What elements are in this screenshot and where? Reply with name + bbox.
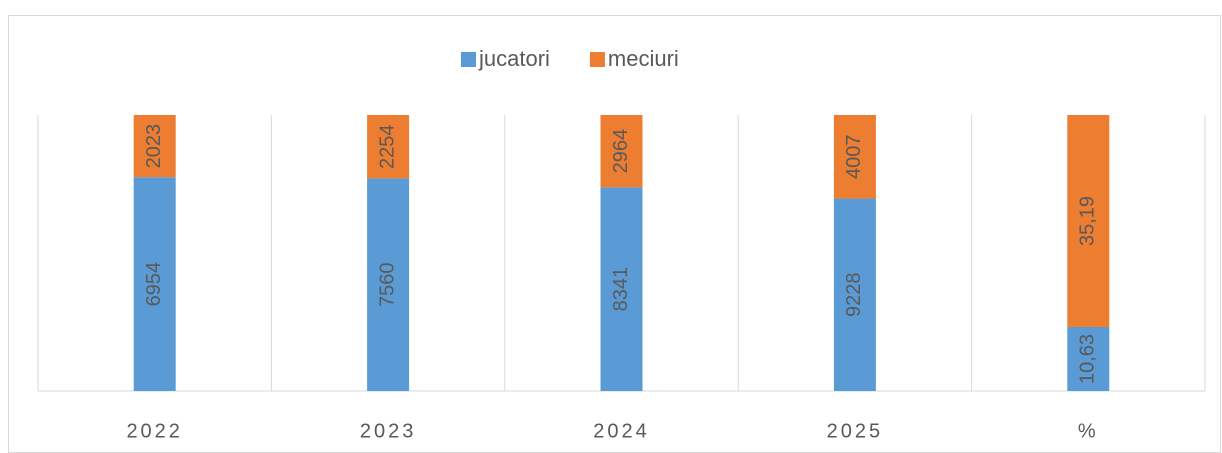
x-tick-label: 2023 <box>360 420 417 442</box>
bar-segment <box>833 198 876 391</box>
data-label: 8341 <box>610 267 632 312</box>
data-label: 2964 <box>610 129 632 174</box>
bar-segment <box>833 115 876 199</box>
x-tick-label: % <box>1078 420 1099 442</box>
bar-segment <box>133 177 176 391</box>
bar-segment <box>600 115 643 188</box>
x-tick-label: 2025 <box>827 420 884 442</box>
data-label: 10,63 <box>1077 334 1099 384</box>
bar-segment <box>133 115 176 178</box>
bar-segment <box>1067 326 1110 391</box>
legend-swatch <box>461 52 476 67</box>
data-label: 2023 <box>143 124 165 169</box>
data-label: 6954 <box>143 262 165 307</box>
legend-label: jucatori <box>478 46 550 71</box>
bar-segment <box>367 178 410 391</box>
bar-segment <box>600 187 643 391</box>
x-tick-label: 2022 <box>126 420 183 442</box>
legend-label: meciuri <box>608 46 679 71</box>
legend-swatch <box>589 52 605 67</box>
data-label: 35,19 <box>1077 196 1099 246</box>
data-label: 9228 <box>843 273 865 318</box>
data-label: 2254 <box>376 124 398 169</box>
x-tick-label: 2024 <box>593 420 650 442</box>
bar-segment <box>1067 115 1110 327</box>
data-label: 4007 <box>843 135 865 180</box>
bar-segment <box>367 115 410 179</box>
data-label: 7560 <box>376 262 398 307</box>
